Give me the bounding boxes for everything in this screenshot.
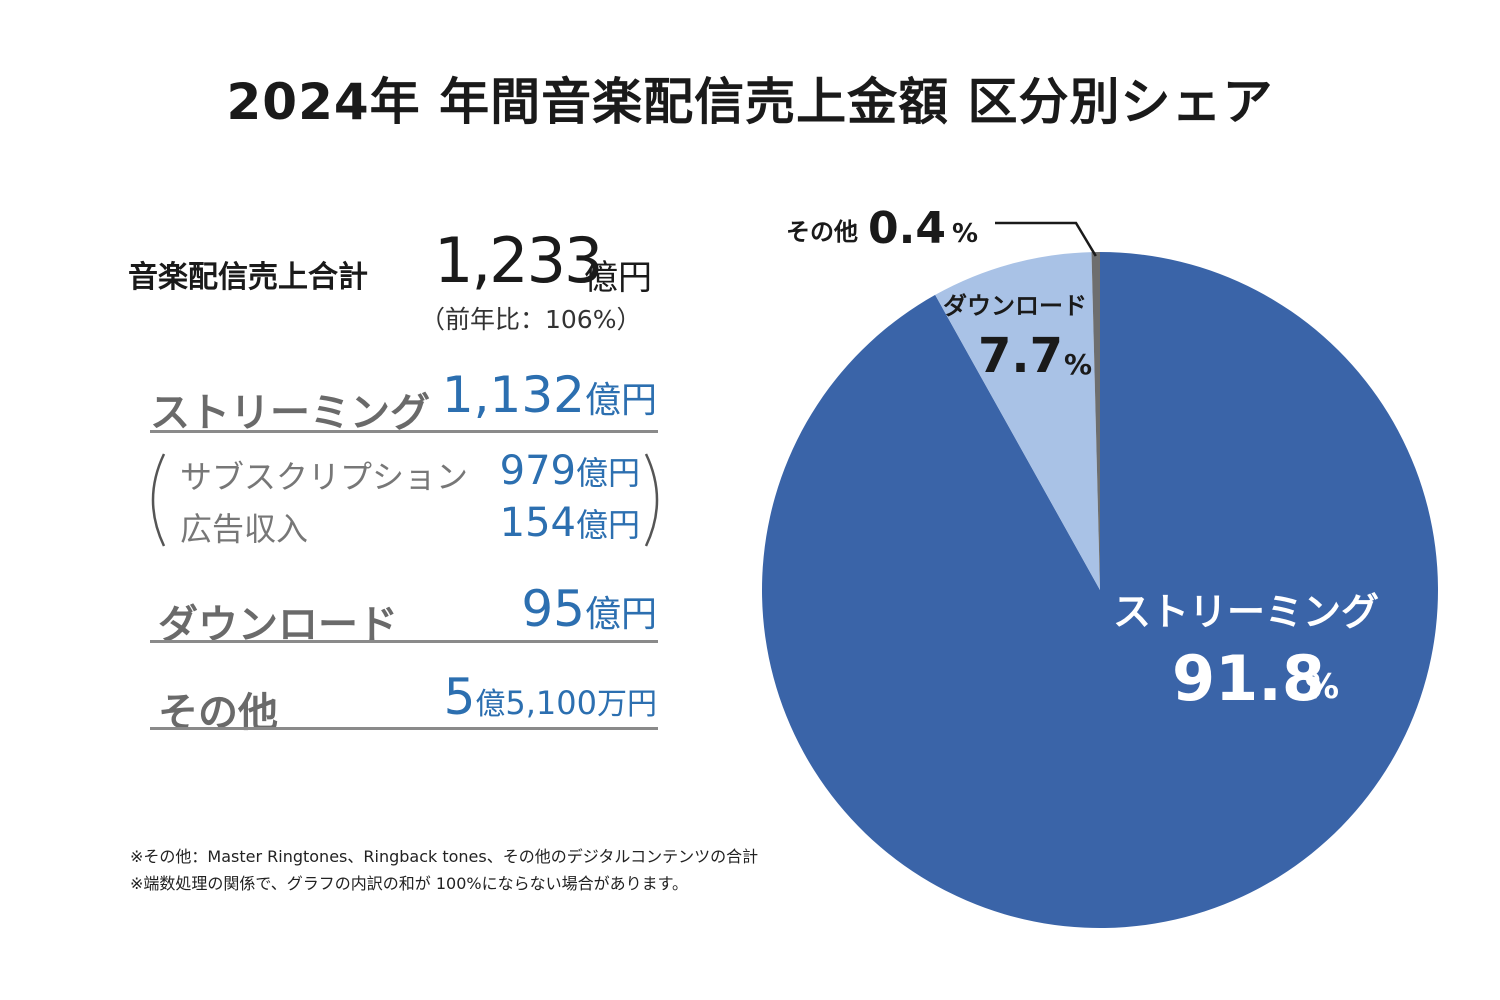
chart-title: 2024年 年間音楽配信売上金額 区分別シェア	[226, 73, 1274, 131]
download-slice-unit: %	[1064, 348, 1092, 381]
subscription-value: 979億円	[500, 448, 640, 494]
subscription-label: サブスクリプション	[180, 458, 469, 496]
other-slice-value: 0.4	[868, 203, 946, 254]
streaming-rule	[150, 430, 658, 433]
other-value-number: 5	[443, 668, 476, 726]
streaming-value-number: 1,132	[441, 366, 585, 424]
other-rule	[150, 727, 658, 730]
total-unit: 億円	[584, 258, 652, 298]
other-leader-line	[995, 221, 1097, 257]
other-value-unit: 億	[475, 687, 506, 722]
download-slice-value: 7.7	[978, 328, 1063, 384]
subscription-value-unit: 億円	[575, 454, 640, 492]
streaming-value: 1,132億円	[442, 366, 657, 424]
advertising-value-number: 154	[499, 500, 576, 546]
subscription-value-number: 979	[499, 448, 576, 494]
download-value: 95億円	[521, 580, 657, 638]
download-value-unit: 億円	[584, 594, 657, 635]
note-2: ※端数処理の関係で、グラフの内訳の和が 100%にならない場合があります。	[130, 874, 688, 893]
total-label: 音楽配信売上合計	[128, 260, 368, 295]
advertising-value-unit: 億円	[575, 506, 640, 544]
right-paren	[644, 453, 659, 547]
advertising-value: 154億円	[500, 500, 640, 546]
other-value-number-2: 5,100	[505, 684, 597, 722]
total-yoy: （前年比：106%）	[420, 305, 642, 334]
streaming-value-unit: 億円	[584, 380, 657, 421]
note-1: ※その他：Master Ringtones、Ringback tones、その他…	[130, 847, 759, 866]
pie-slice-2	[1091, 252, 1100, 590]
download-value-number: 95	[521, 580, 585, 638]
streaming-slice-value: 91.8	[1172, 642, 1325, 715]
pie-slice-1	[935, 252, 1100, 590]
other-slice-unit: %	[952, 219, 978, 249]
download-rule	[150, 640, 658, 643]
other-value: 5億5,100万円	[444, 668, 657, 726]
left-paren	[151, 453, 166, 547]
pie-slices	[762, 252, 1438, 928]
streaming-slice-label: ストリーミング	[1113, 590, 1379, 634]
other-slice-label: その他	[786, 218, 858, 246]
download-slice-label: ダウンロード	[943, 292, 1087, 320]
other-value-unit-2: 万円	[597, 687, 657, 722]
advertising-label: 広告収入	[180, 510, 309, 548]
streaming-label: ストリーミング	[150, 390, 430, 436]
streaming-slice-unit: %	[1305, 667, 1339, 707]
total-value: 1,233	[434, 224, 603, 297]
